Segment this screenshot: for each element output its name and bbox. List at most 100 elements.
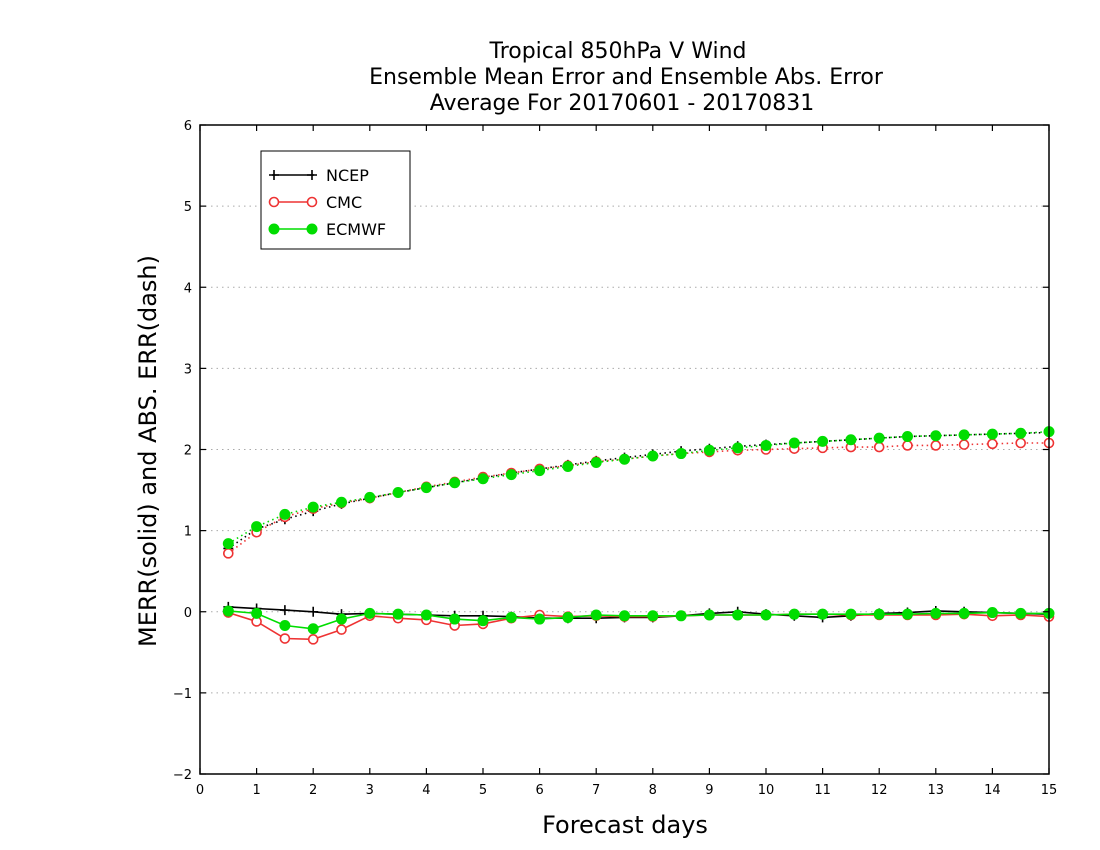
- ecmwf-mean-error-point: [760, 609, 772, 621]
- x-tick-label: 8: [649, 783, 657, 798]
- ecmwf-abs-error-point: [760, 439, 772, 451]
- ncep-series: [223, 427, 1054, 624]
- ecmwf-mean-error-point: [364, 607, 376, 619]
- ecmwf-mean-error-point: [647, 610, 659, 622]
- ecmwf-abs-error-point: [505, 469, 517, 481]
- legend-item-cmc: CMC: [268, 193, 362, 212]
- ecmwf-abs-error-point: [619, 453, 630, 465]
- ecmwf-abs-error-point: [647, 450, 659, 462]
- title-line-3: Average For 20170601 - 20170831: [430, 91, 815, 116]
- x-tick-label: 6: [535, 783, 543, 798]
- ecmwf-abs-error-point: [986, 428, 998, 440]
- ecmwf-mean-error-point: [732, 609, 744, 621]
- ecmwf-mean-error-point: [505, 611, 517, 623]
- legend-box: [260, 150, 411, 250]
- ecmwf-abs-error-point: [930, 430, 942, 442]
- ecmwf-mean-error-point: [817, 608, 829, 620]
- ecmwf-abs-error-point: [873, 432, 885, 444]
- cmc-mean-error-point: [307, 634, 319, 645]
- ecmwf-abs-error-point: [477, 473, 489, 485]
- legend-label-cmc: CMC: [326, 193, 362, 212]
- cmc-abs-error-point: [1015, 437, 1027, 449]
- ecmwf-abs-error-point: [449, 477, 461, 489]
- cmc-mean-error-point: [279, 633, 291, 644]
- legend-item-ncep: NCEP: [269, 166, 369, 185]
- legend-marker-ecmwf: [306, 223, 318, 235]
- title-line-1: Tropical 850hPa V Wind: [488, 39, 746, 64]
- ecmwf-mean-error-point: [902, 608, 913, 620]
- ecmwf-abs-error-point: [902, 431, 913, 443]
- series-lines: [222, 426, 1055, 645]
- legend-marker-ncep: [269, 170, 279, 180]
- ncep-abs-error-line: [227, 431, 1050, 550]
- cmc-mean-error-point: [336, 624, 347, 635]
- legend-label-ecmwf: ECMWF: [326, 220, 386, 239]
- y-tick-label: 1: [184, 525, 192, 540]
- ecmwf-mean-error-point: [986, 607, 998, 619]
- ecmwf-mean-error-point: [703, 609, 715, 621]
- ecmwf-mean-error-point: [1015, 607, 1027, 619]
- legend-marker-cmc: [306, 196, 318, 208]
- ecmwf-abs-error-point: [1015, 427, 1027, 439]
- ecmwf-mean-error-point: [251, 607, 263, 619]
- cmc-abs-error-point: [958, 439, 970, 450]
- ecmwf-abs-error-point: [364, 491, 376, 503]
- ecmwf-abs-error-point: [307, 501, 319, 513]
- y-tick-label: −1: [173, 687, 192, 702]
- x-tick-label: 3: [366, 783, 374, 798]
- ecmwf-abs-error-point: [817, 435, 829, 447]
- ecmwf-mean-error-point: [788, 608, 800, 620]
- legend-marker-ecmwf: [268, 223, 280, 235]
- ecmwf-abs-error-point: [788, 437, 800, 449]
- x-tick-label: 2: [309, 783, 317, 798]
- x-tick-label: 10: [758, 783, 775, 798]
- ecmwf-mean-error-point: [930, 607, 942, 619]
- x-tick-label: 4: [422, 783, 430, 798]
- ecmwf-mean-error-point: [590, 609, 602, 621]
- ecmwf-mean-error-point: [336, 613, 347, 625]
- ecmwf-mean-error-point: [307, 623, 319, 635]
- ecmwf-abs-error-point: [251, 521, 263, 533]
- x-tick-label: 14: [984, 783, 1001, 798]
- ecmwf-mean-error-point: [873, 608, 885, 620]
- y-tick-label: 5: [184, 200, 192, 215]
- y-tick-label: 0: [184, 606, 192, 621]
- cmc-abs-error-line: [227, 442, 1049, 554]
- ecmwf-abs-error-point: [675, 448, 687, 460]
- x-tick-label: 1: [252, 783, 260, 798]
- y-axis-title: MERR(solid) and ABS. ERR(dash): [134, 255, 162, 647]
- ecmwf-mean-error-point: [958, 607, 970, 619]
- ecmwf-mean-error-point: [449, 613, 461, 625]
- ncep-mean-error-point: [279, 605, 290, 616]
- ecmwf-abs-error-point: [958, 429, 970, 441]
- ecmwf-mean-error-point: [392, 608, 404, 620]
- cmc-abs-error-point: [987, 438, 998, 450]
- x-axis-title: Forecast days: [542, 811, 708, 839]
- ecmwf-mean-error-point: [619, 610, 630, 622]
- ecmwf-series: [222, 426, 1055, 635]
- ecmwf-abs-error-point: [222, 538, 234, 550]
- ecmwf-abs-error-point: [420, 482, 432, 494]
- ecmwf-mean-error-point: [675, 610, 687, 622]
- y-tick-label: −2: [173, 768, 192, 783]
- x-axis-ticks: 0 1 2 3 4 5 6 7 8 9 10 11 12 13 14 15: [196, 125, 1057, 798]
- ecmwf-abs-error-point: [392, 486, 404, 498]
- ecmwf-mean-error-point: [222, 605, 234, 617]
- ecmwf-abs-error-point: [336, 496, 347, 508]
- cmc-abs-error-point: [873, 441, 885, 453]
- ecmwf-mean-error-point: [420, 609, 432, 621]
- ecmwf-abs-error-point: [732, 442, 744, 454]
- x-tick-label: 11: [814, 783, 831, 798]
- cmc-abs-error-point: [902, 440, 913, 451]
- cmc-abs-error-point: [930, 440, 942, 451]
- y-axis-ticks: −2 −1 0 1 2 3 4 5 6: [173, 119, 1049, 783]
- ecmwf-abs-error-point: [703, 444, 715, 456]
- ecmwf-abs-error-line: [227, 430, 1050, 545]
- ecmwf-abs-error-point: [562, 461, 574, 473]
- legend-label-ncep: NCEP: [326, 166, 369, 185]
- ecmwf-mean-error-point: [845, 608, 857, 620]
- legend-marker-cmc: [268, 196, 280, 208]
- ecmwf-mean-error-point: [477, 615, 489, 627]
- ecmwf-abs-error-point: [534, 465, 546, 477]
- ecmwf-mean-error-point: [534, 613, 546, 625]
